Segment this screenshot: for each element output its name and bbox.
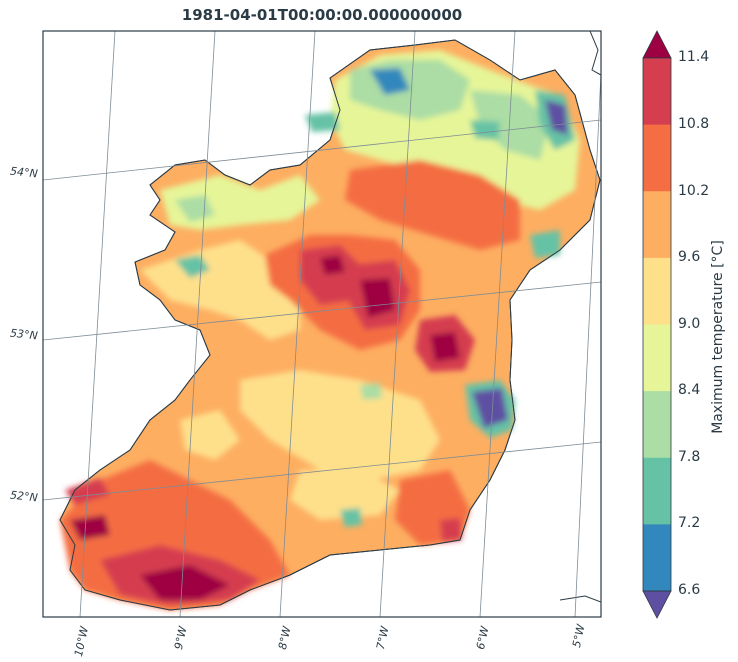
- colorbar-band-3: [643, 257, 671, 325]
- colorbar-tick-7.2: 7.2: [678, 515, 701, 531]
- lat-label-54: 54°N: [9, 164, 39, 181]
- colorbar-band-4: [643, 324, 671, 392]
- colorbar-tick-8.4: 8.4: [678, 382, 701, 398]
- colorbar-tick-6.6: 6.6: [678, 582, 701, 598]
- colorbar-extend-min: [642, 590, 672, 619]
- colorbar-band-5: [643, 391, 671, 459]
- colorbar-label: Maximum temperature [°C]: [710, 240, 726, 434]
- colorbar-band-6: [643, 457, 671, 525]
- colorbar-band-2: [643, 191, 671, 259]
- colorbar-outline: [642, 57, 672, 592]
- colorbar-band-1: [643, 124, 671, 192]
- graticule: [43, 31, 601, 617]
- colorbar-tick-9.0: 9.0: [678, 316, 701, 332]
- lat-label-53: 53°N: [9, 326, 39, 343]
- ireland-temperature-field: [43, 31, 601, 617]
- map-title: 1981-04-01T00:00:00.000000000: [181, 6, 463, 24]
- colorbar-tick-10.8: 10.8: [678, 116, 710, 132]
- colorbar-extend-max: [642, 30, 672, 59]
- colorbar-tick-11.4: 11.4: [678, 49, 710, 65]
- colorbar-tick-9.6: 9.6: [678, 249, 701, 265]
- colorbar-tick-7.8: 7.8: [678, 449, 701, 465]
- colorbar: [642, 30, 672, 619]
- colorbar-band-0: [643, 58, 671, 126]
- wales-coastline: [559, 595, 601, 603]
- scotland-coastline: [589, 31, 601, 76]
- map-frame: [42, 30, 602, 618]
- coastline: [59, 39, 601, 611]
- colorbar-band-7: [643, 524, 671, 592]
- lat-label-52: 52°N: [9, 488, 39, 505]
- colorbar-tick-10.2: 10.2: [678, 183, 710, 199]
